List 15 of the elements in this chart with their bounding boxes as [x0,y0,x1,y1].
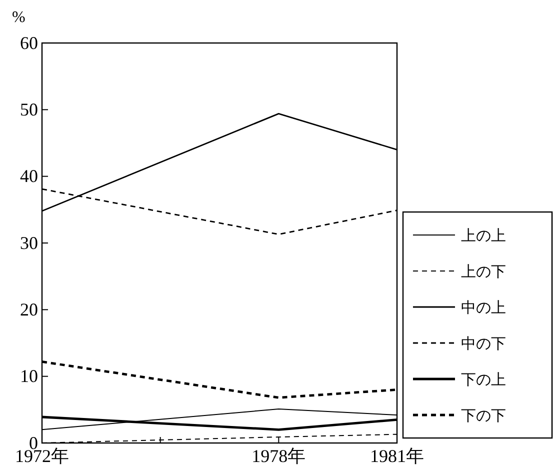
legend-label: 上の下 [461,263,506,280]
legend-label: 中の上 [461,299,506,316]
legend-label: 下の下 [461,408,506,424]
y-tick-label: 10 [20,366,38,386]
legend-label: 中の下 [461,335,506,352]
x-tick-label: 1981年 [370,446,424,466]
legend-label: 下の上 [461,371,506,388]
y-tick-label: 20 [20,299,38,320]
x-tick-label: 1978年 [252,446,306,466]
y-tick-label: 40 [20,166,38,186]
y-axis-title: % [12,9,26,26]
legend-label: 上の上 [461,227,506,244]
y-tick-label: 30 [20,232,38,253]
y-tick-label: 60 [20,32,38,53]
y-tick-label: 50 [20,99,38,120]
